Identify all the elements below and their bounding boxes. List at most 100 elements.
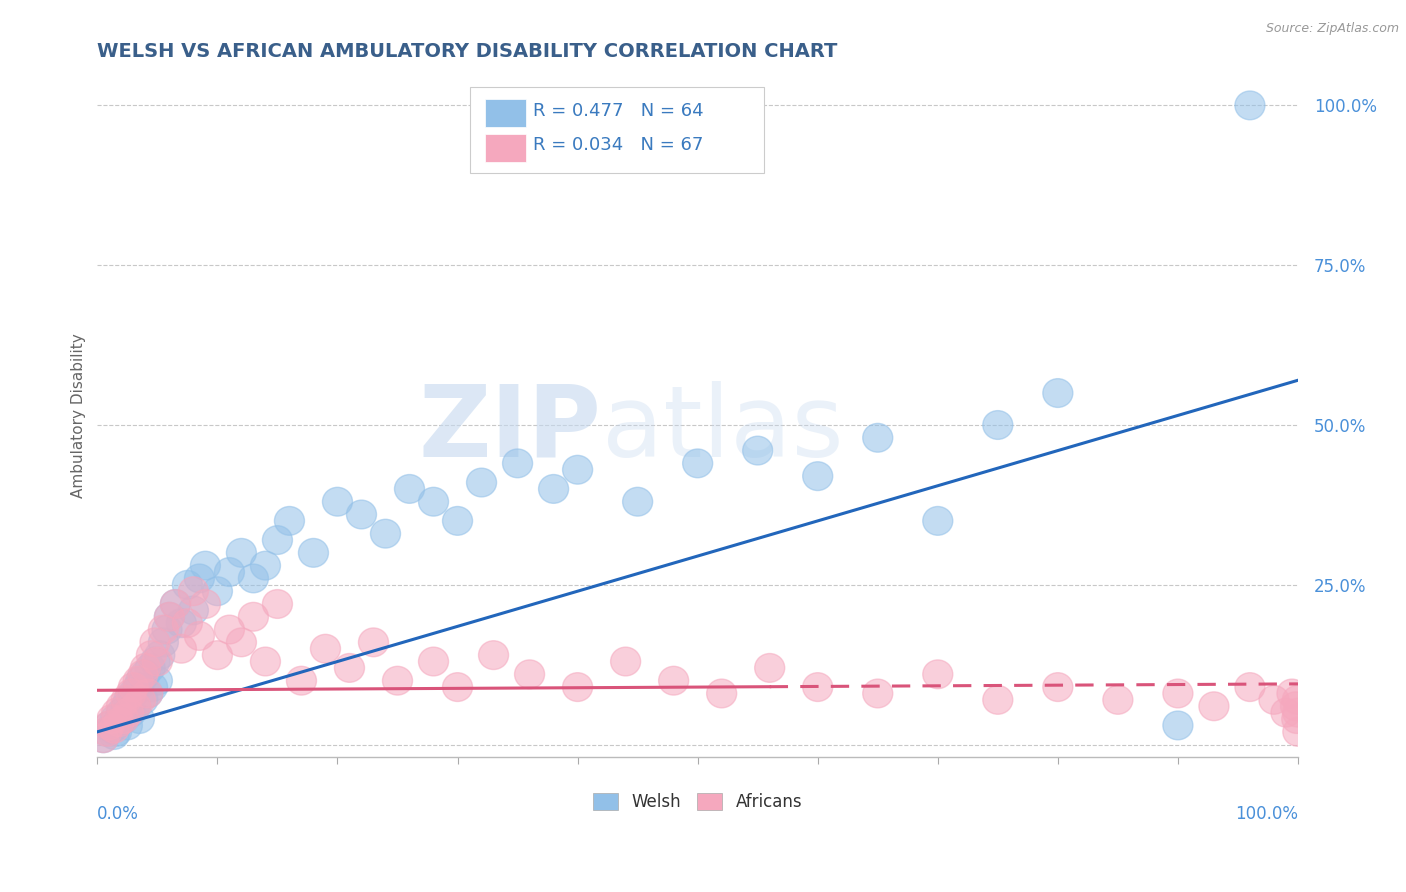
Ellipse shape [118, 673, 149, 701]
Ellipse shape [863, 679, 893, 708]
Ellipse shape [104, 708, 134, 737]
Ellipse shape [115, 679, 146, 708]
Ellipse shape [1043, 379, 1073, 408]
Legend: Welsh, Africans: Welsh, Africans [586, 786, 808, 817]
Text: ZIP: ZIP [419, 381, 602, 477]
Ellipse shape [184, 564, 214, 593]
Ellipse shape [89, 723, 118, 753]
Ellipse shape [395, 475, 425, 503]
Ellipse shape [100, 705, 131, 733]
Ellipse shape [112, 711, 142, 739]
Ellipse shape [922, 660, 953, 689]
Ellipse shape [132, 679, 163, 708]
Ellipse shape [311, 634, 340, 663]
Ellipse shape [443, 673, 472, 701]
Text: 100.0%: 100.0% [1234, 805, 1298, 823]
Ellipse shape [173, 570, 202, 599]
Ellipse shape [124, 666, 153, 695]
Ellipse shape [562, 673, 592, 701]
Ellipse shape [91, 717, 122, 747]
Ellipse shape [250, 647, 280, 676]
Ellipse shape [190, 590, 221, 618]
Ellipse shape [239, 602, 269, 632]
Ellipse shape [1199, 692, 1229, 721]
Ellipse shape [160, 590, 190, 618]
Ellipse shape [94, 711, 124, 739]
Ellipse shape [707, 679, 737, 708]
Text: WELSH VS AFRICAN AMBULATORY DISABILITY CORRELATION CHART: WELSH VS AFRICAN AMBULATORY DISABILITY C… [97, 42, 838, 61]
Ellipse shape [1234, 673, 1265, 701]
Ellipse shape [983, 685, 1012, 714]
Ellipse shape [346, 500, 377, 529]
Ellipse shape [1282, 698, 1313, 727]
Ellipse shape [125, 666, 156, 695]
Ellipse shape [107, 692, 136, 721]
Ellipse shape [742, 436, 773, 465]
Text: Source: ZipAtlas.com: Source: ZipAtlas.com [1265, 22, 1399, 36]
Ellipse shape [562, 455, 592, 484]
Ellipse shape [214, 558, 245, 586]
Ellipse shape [149, 615, 179, 644]
Ellipse shape [138, 673, 167, 701]
Ellipse shape [145, 640, 174, 670]
Ellipse shape [1163, 711, 1192, 739]
Ellipse shape [226, 628, 256, 657]
Ellipse shape [128, 660, 157, 689]
Ellipse shape [515, 660, 544, 689]
Ellipse shape [121, 692, 150, 721]
Ellipse shape [1102, 685, 1133, 714]
Y-axis label: Ambulatory Disability: Ambulatory Disability [72, 333, 86, 498]
Ellipse shape [173, 608, 202, 638]
FancyBboxPatch shape [485, 134, 526, 162]
Ellipse shape [94, 711, 124, 739]
Ellipse shape [142, 666, 173, 695]
Ellipse shape [467, 468, 496, 497]
Ellipse shape [141, 647, 170, 676]
Ellipse shape [124, 673, 153, 701]
Ellipse shape [100, 714, 129, 743]
Ellipse shape [263, 525, 292, 555]
Ellipse shape [135, 654, 165, 682]
Ellipse shape [274, 507, 305, 535]
Ellipse shape [155, 602, 184, 632]
Ellipse shape [108, 705, 139, 733]
Ellipse shape [114, 698, 143, 727]
Ellipse shape [128, 685, 157, 714]
Ellipse shape [155, 602, 184, 632]
Ellipse shape [1271, 698, 1301, 727]
Ellipse shape [1163, 679, 1192, 708]
Ellipse shape [97, 705, 127, 733]
Ellipse shape [179, 596, 208, 624]
Ellipse shape [115, 698, 146, 727]
Ellipse shape [359, 628, 388, 657]
FancyBboxPatch shape [470, 87, 763, 173]
Ellipse shape [101, 698, 132, 727]
Ellipse shape [111, 685, 141, 714]
Ellipse shape [100, 721, 129, 749]
Ellipse shape [623, 487, 652, 516]
FancyBboxPatch shape [485, 99, 526, 128]
Ellipse shape [226, 539, 256, 567]
Ellipse shape [239, 564, 269, 593]
Ellipse shape [202, 640, 232, 670]
Ellipse shape [166, 634, 197, 663]
Ellipse shape [322, 487, 353, 516]
Text: R = 0.477   N = 64: R = 0.477 N = 64 [533, 102, 704, 120]
Ellipse shape [107, 698, 136, 727]
Ellipse shape [104, 708, 134, 737]
Text: 0.0%: 0.0% [97, 805, 139, 823]
Ellipse shape [658, 666, 689, 695]
Ellipse shape [1043, 673, 1073, 701]
Ellipse shape [250, 551, 280, 580]
Ellipse shape [335, 654, 364, 682]
Ellipse shape [755, 654, 785, 682]
Ellipse shape [1277, 679, 1308, 708]
Ellipse shape [118, 679, 149, 708]
Ellipse shape [124, 705, 155, 733]
Ellipse shape [108, 705, 139, 733]
Ellipse shape [114, 685, 143, 714]
Ellipse shape [371, 519, 401, 548]
Ellipse shape [111, 692, 141, 721]
Ellipse shape [132, 679, 163, 708]
Ellipse shape [1258, 685, 1289, 714]
